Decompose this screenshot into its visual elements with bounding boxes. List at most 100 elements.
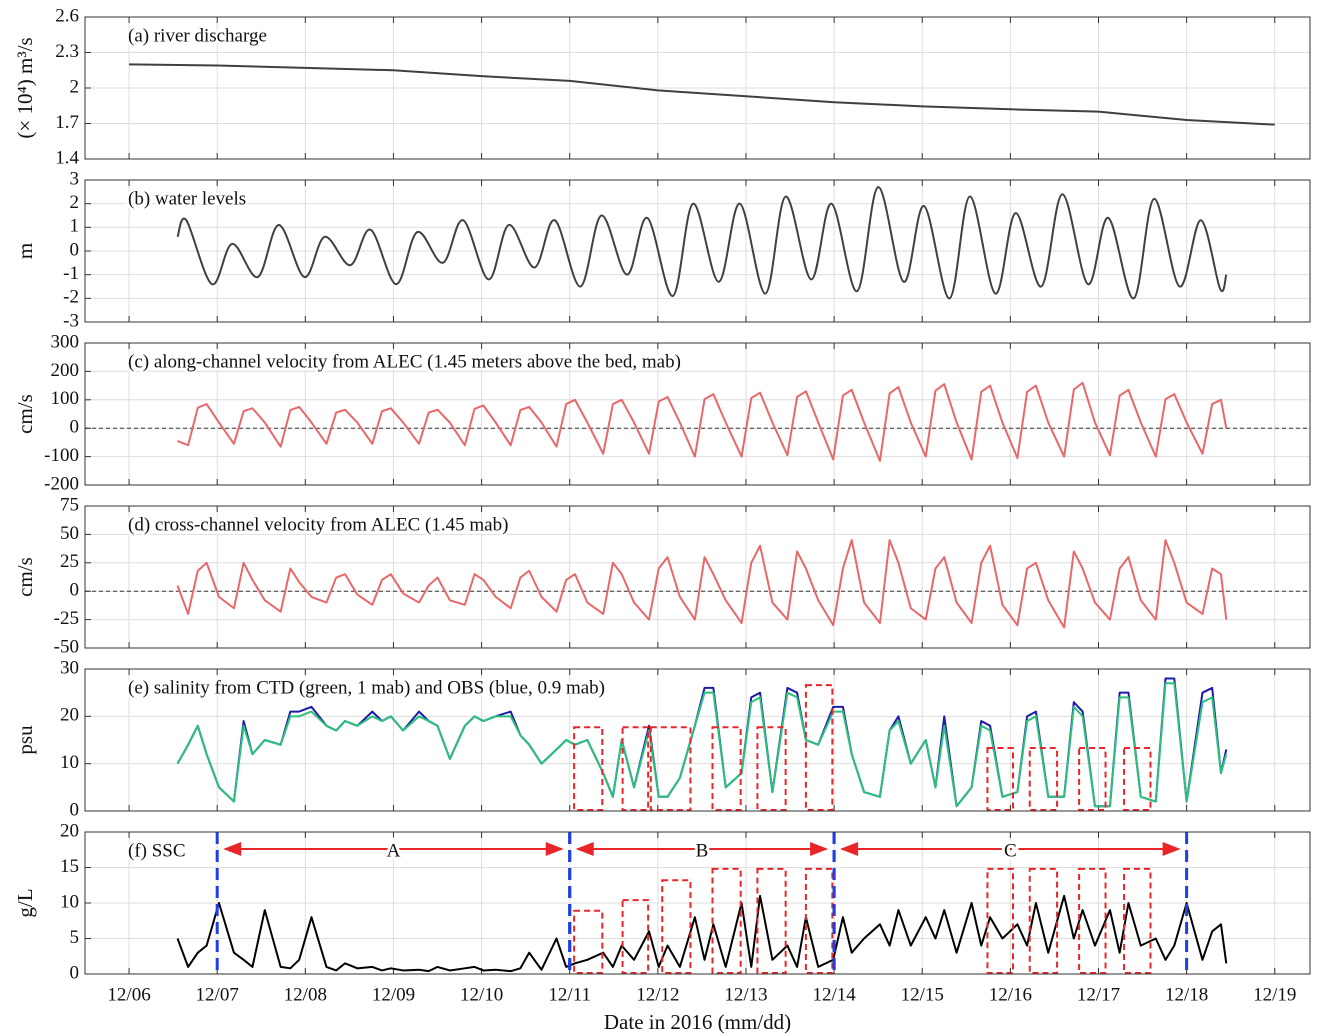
y-tick-label: -25 — [54, 608, 79, 629]
x-tick-label: 12/08 — [284, 984, 327, 1005]
data-line — [176, 186, 1228, 300]
plot-frame — [84, 505, 1311, 649]
y-tick-label: 2.6 — [55, 5, 79, 26]
highlight-box — [804, 684, 834, 811]
y-tick-label: 0 — [70, 580, 80, 601]
highlight-box — [661, 879, 692, 975]
y-tick-label: 20 — [60, 705, 79, 726]
plot-frame — [84, 16, 1311, 160]
highlight-box — [1078, 747, 1107, 812]
x-tick-label: 12/19 — [1253, 984, 1296, 1005]
x-tick-label: 12/16 — [989, 984, 1032, 1005]
y-tick-label: 200 — [51, 360, 80, 381]
plot-frame — [84, 179, 1311, 323]
panel-title: (b) water levels — [128, 188, 246, 209]
y-tick-label: 2 — [70, 192, 80, 213]
panel-title: (d) cross-channel velocity from ALEC (1.… — [128, 514, 508, 535]
data-line — [176, 539, 1228, 629]
highlight-box — [756, 867, 787, 974]
y-tick-label: -200 — [44, 473, 79, 494]
x-tick-label: 12/17 — [1077, 984, 1120, 1005]
arrow-head — [1162, 842, 1181, 856]
y-axis-label: psu — [13, 725, 37, 755]
highlight-box — [756, 726, 787, 811]
plot-frame — [84, 668, 1311, 812]
x-tick-label: 12/18 — [1165, 984, 1208, 1005]
panel-title: (f) SSC — [128, 840, 186, 861]
y-tick-label: 75 — [60, 494, 79, 515]
y-tick-label: -50 — [54, 636, 79, 657]
y-tick-label: 30 — [60, 657, 79, 678]
y-tick-label: 0 — [70, 799, 80, 820]
y-axis-label: (× 10⁴) m³/s — [13, 37, 37, 138]
y-tick-label: 10 — [60, 752, 79, 773]
x-tick-label: 12/06 — [107, 984, 150, 1005]
arrow-head — [545, 842, 564, 856]
panel-title: (a) river discharge — [128, 25, 267, 46]
y-tick-label: 0 — [70, 962, 80, 983]
y-tick-label: 50 — [60, 523, 79, 544]
arrow-head — [575, 842, 594, 856]
y-tick-label: 2.3 — [55, 41, 79, 62]
y-tick-label: 5 — [70, 927, 80, 948]
x-tick-label: 12/10 — [460, 984, 503, 1005]
highlight-box — [649, 726, 692, 811]
y-tick-label: 300 — [51, 331, 80, 352]
data-line — [176, 894, 1228, 973]
highlight-box — [804, 867, 834, 974]
y-tick-label: 15 — [60, 856, 79, 877]
highlight-box — [1078, 867, 1107, 974]
highlight-box — [986, 867, 1015, 974]
x-tick-label: 12/11 — [548, 984, 591, 1005]
arrow-head — [223, 842, 242, 856]
x-tick-label: 12/09 — [372, 984, 415, 1005]
data-line — [129, 63, 1275, 126]
y-axis-label: cm/s — [13, 394, 37, 434]
y-axis-label: g/L — [13, 888, 37, 917]
arrow-head — [810, 842, 829, 856]
x-tick-label: 12/07 — [196, 984, 239, 1005]
y-tick-label: 1 — [70, 216, 80, 237]
y-tick-label: 100 — [51, 388, 80, 409]
y-tick-label: 1.4 — [55, 147, 79, 168]
period-label: B — [696, 840, 709, 861]
period-label: A — [387, 840, 401, 861]
y-tick-label: 0 — [70, 239, 80, 260]
highlight-box — [711, 726, 742, 811]
y-axis-label: cm/s — [13, 557, 37, 597]
x-axis-label: Date in 2016 (mm/dd) — [604, 1010, 791, 1034]
period-label: C — [1004, 840, 1017, 861]
y-tick-label: 20 — [60, 820, 79, 841]
y-tick-label: -2 — [63, 287, 79, 308]
data-line — [176, 682, 1228, 808]
highlight-box — [621, 899, 650, 974]
y-tick-label: 3 — [70, 168, 80, 189]
y-tick-label: 2 — [70, 76, 80, 97]
y-tick-label: 1.7 — [55, 112, 79, 133]
y-tick-label: -1 — [63, 263, 79, 284]
arrow-head — [840, 842, 859, 856]
highlight-box — [1028, 867, 1059, 974]
panel-title: (e) salinity from CTD (green, 1 mab) and… — [128, 677, 605, 698]
highlight-box — [1123, 747, 1152, 812]
highlight-box — [573, 909, 604, 974]
y-tick-label: 0 — [70, 417, 80, 438]
y-tick-label: -3 — [63, 310, 79, 331]
x-tick-label: 12/14 — [812, 984, 856, 1005]
panel-title: (c) along-channel velocity from ALEC (1.… — [128, 351, 681, 372]
highlight-box — [986, 747, 1015, 812]
y-tick-label: 10 — [60, 891, 79, 912]
y-tick-label: -100 — [44, 445, 79, 466]
x-tick-label: 12/13 — [724, 984, 767, 1005]
highlight-box — [1123, 867, 1152, 974]
highlight-box — [711, 867, 742, 974]
x-tick-label: 12/12 — [636, 984, 679, 1005]
highlight-box — [573, 726, 604, 811]
y-axis-label: m — [13, 243, 37, 259]
highlight-box — [621, 726, 650, 811]
highlight-box — [1028, 747, 1059, 812]
plot-frame — [84, 831, 1311, 975]
x-tick-label: 12/15 — [901, 984, 944, 1005]
data-line — [177, 381, 1228, 462]
